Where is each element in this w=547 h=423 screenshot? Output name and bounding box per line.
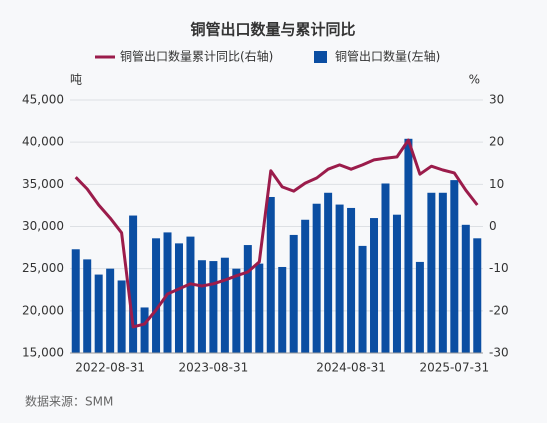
chart-title: 铜管出口数量与累计同比 [190,21,355,39]
bar [427,192,436,353]
bar [473,238,482,353]
bar [381,183,390,353]
bar [415,261,424,353]
bar [129,215,138,353]
bar [278,266,287,353]
y-tick-label: 35,000 [22,177,64,191]
bar [220,257,229,353]
y-tick-label: 20,000 [22,303,64,317]
bar [140,307,149,353]
bar [266,196,275,353]
bar [461,224,470,353]
y-tick-label: 45,000 [22,93,64,107]
bar [71,249,80,353]
source: 数据来源：SMM [25,394,113,409]
y-unit: 吨 [70,73,82,87]
bar [335,204,344,353]
bar [117,280,126,353]
bar [301,219,310,353]
bar [243,245,252,353]
y2-tick-label: -30 [489,346,509,360]
bar [255,263,264,353]
y-tick-label: 30,000 [22,219,64,233]
y2-tick-label: 30 [489,93,504,107]
bar [106,268,115,353]
bar [152,238,161,353]
bar [438,192,447,353]
bar [232,268,241,353]
bar [358,245,367,353]
y-tick-label: 15,000 [22,346,64,360]
bar [186,236,195,353]
bar [450,180,459,353]
bar [83,259,92,353]
y-tick-label: 25,000 [22,261,64,275]
bar [197,260,206,353]
y2-tick-label: -10 [489,261,509,275]
bar [94,274,103,353]
y2-tick-label: 20 [489,135,504,149]
bar [209,261,218,353]
y2-unit: % [469,73,480,87]
x-tick-label: 2022-08-31 [75,361,145,375]
bar [174,243,183,353]
legend-label: 铜管出口数量累计同比(右轴) [120,49,273,64]
x-tick-label: 2025-07-31 [419,361,489,375]
line [74,138,479,329]
legend-swatch [314,51,327,63]
bar [347,207,356,353]
y2-tick-label: 10 [489,177,504,191]
y2-tick-label: -20 [489,303,509,317]
bar [324,192,333,353]
x-tick-label: 2024-08-31 [316,361,386,375]
bar [289,234,298,353]
bar [312,203,321,353]
y-tick-label: 40,000 [22,135,64,149]
bar [404,138,413,353]
bar [370,218,379,353]
x-tick-label: 2023-08-31 [179,361,249,375]
bar [392,214,401,353]
y2-tick-label: 0 [489,219,497,233]
legend-label: 铜管出口数量(左轴) [335,49,440,64]
